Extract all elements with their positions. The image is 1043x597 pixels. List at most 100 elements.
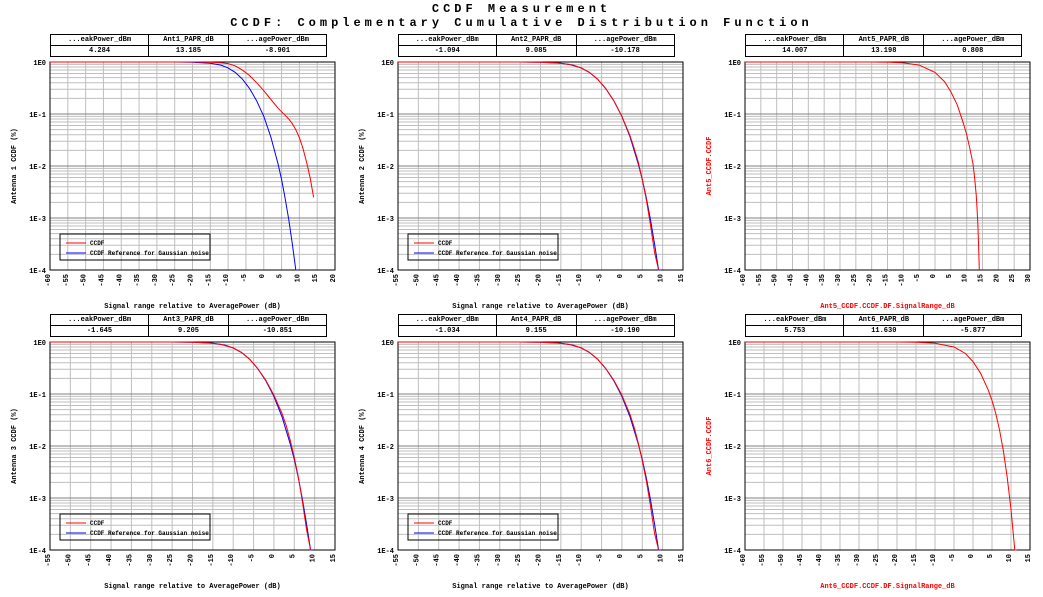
svg-text:0: 0 [617,274,625,278]
svg-text:1E0: 1E0 [381,340,394,348]
svg-text:30: 30 [1025,274,1033,282]
svg-text:0: 0 [617,554,625,558]
svg-text:CCDF: CCDF [438,240,453,247]
svg-text:1E-3: 1E-3 [725,496,742,504]
page-subtitle: CCDF: Complementary Cumulative Distribut… [0,16,1043,32]
svg-text:1E-2: 1E-2 [29,164,46,172]
svg-text:-30: -30 [835,274,843,287]
svg-text:-15: -15 [556,554,564,567]
svg-text:-55: -55 [63,274,71,287]
svg-text:0: 0 [968,554,976,558]
svg-text:1E0: 1E0 [381,60,394,68]
svg-text:1E-1: 1E-1 [29,112,46,120]
svg-text:5: 5 [637,274,645,278]
y-axis-label: Ant5_CCDF.CCDF [706,137,714,196]
svg-text:-45: -45 [86,554,94,567]
svg-text:5: 5 [277,274,285,278]
svg-text:10: 10 [310,554,318,562]
svg-text:-25: -25 [515,274,523,287]
svg-text:-30: -30 [494,554,502,567]
svg-text:-20: -20 [188,274,196,287]
svg-text:-5: -5 [596,274,604,282]
svg-text:1E-4: 1E-4 [377,268,394,276]
svg-text:1E-1: 1E-1 [725,392,742,400]
svg-text:-40: -40 [106,554,114,567]
svg-text:-60: -60 [740,274,748,287]
svg-text:-50: -50 [778,554,786,567]
x-axis-label: Ant6_CCDF.CCDF.DF.SignalRange_dB [821,583,956,591]
svg-text:1E-4: 1E-4 [29,268,46,276]
svg-text:-15: -15 [911,554,919,567]
svg-text:-40: -40 [454,554,462,567]
svg-text:-50: -50 [772,274,780,287]
svg-text:-45: -45 [433,554,441,567]
svg-text:-50: -50 [81,274,89,287]
svg-text:1E-3: 1E-3 [29,496,46,504]
svg-text:1E-2: 1E-2 [725,164,742,172]
svg-text:-30: -30 [147,554,155,567]
chart-cell: ...eakPower_dBmAnt5_PAPR_dB...agePower_d… [695,32,1043,312]
svg-text:-35: -35 [474,274,482,287]
svg-text:-50: -50 [413,554,421,567]
svg-text:-50: -50 [413,274,421,287]
svg-text:CCDF: CCDF [90,240,105,247]
svg-text:-5: -5 [241,274,249,282]
svg-text:-15: -15 [208,554,216,567]
svg-text:15: 15 [678,274,686,282]
svg-text:1E-4: 1E-4 [377,548,394,556]
svg-text:10: 10 [657,554,665,562]
svg-text:-35: -35 [126,554,134,567]
svg-text:15: 15 [312,274,320,282]
svg-text:0: 0 [269,554,277,558]
svg-text:-35: -35 [134,274,142,287]
svg-text:-55: -55 [45,554,53,567]
svg-text:5: 5 [637,554,645,558]
chart-cell: ...eakPower_dBmAnt6_PAPR_dB...agePower_d… [695,312,1043,592]
svg-text:1E-3: 1E-3 [725,216,742,224]
svg-text:-35: -35 [819,274,827,287]
svg-text:-25: -25 [515,554,523,567]
svg-text:-25: -25 [873,554,881,567]
svg-text:-25: -25 [170,274,178,287]
ccdf-chart: 1E01E-11E-21E-31E-4-60-55-50-45-40-35-30… [695,312,1042,592]
y-axis-label: Ant6_CCDF.CCDF [706,417,714,476]
svg-text:10: 10 [1006,554,1014,562]
svg-text:15: 15 [1025,554,1033,562]
chart-cell: ...eakPower_dBmAnt4_PAPR_dB...agePower_d… [348,312,696,592]
svg-text:5: 5 [987,554,995,558]
svg-text:1E0: 1E0 [33,340,46,348]
svg-text:20: 20 [330,274,338,282]
svg-text:-25: -25 [851,274,859,287]
svg-text:-50: -50 [65,554,73,567]
svg-text:-40: -40 [804,274,812,287]
x-axis-label: Ant5_CCDF.CCDF.DF.SignalRange_dB [821,303,956,311]
ccdf-chart: 1E01E-11E-21E-31E-4-55-50-45-40-35-30-25… [0,312,347,592]
svg-text:-40: -40 [454,274,462,287]
svg-text:-55: -55 [393,554,401,567]
svg-text:-45: -45 [797,554,805,567]
svg-text:1E0: 1E0 [729,60,742,68]
svg-text:1E-2: 1E-2 [377,444,394,452]
chart-cell: ...eakPower_dBmAnt1_PAPR_dB...agePower_d… [0,32,348,312]
svg-text:-30: -30 [494,274,502,287]
svg-text:-40: -40 [116,274,124,287]
svg-text:-15: -15 [205,274,213,287]
svg-text:5: 5 [289,554,297,558]
svg-text:10: 10 [294,274,302,282]
svg-text:-55: -55 [756,274,764,287]
svg-text:CCDF: CCDF [90,520,105,527]
svg-text:-20: -20 [892,554,900,567]
chart-cell: ...eakPower_dBmAnt3_PAPR_dB...agePower_d… [0,312,348,592]
svg-text:CCDF Reference for Gaussian no: CCDF Reference for Gaussian noise [438,250,557,257]
y-axis-label: Antenna 3 CCDF (%) [11,408,19,484]
x-axis-label: Signal range relative to AveragePower (d… [104,303,280,311]
svg-text:-25: -25 [167,554,175,567]
svg-text:-20: -20 [535,274,543,287]
svg-text:-40: -40 [816,554,824,567]
ccdf-chart: 1E01E-11E-21E-31E-4-60-55-50-45-40-35-30… [695,32,1042,312]
svg-text:20: 20 [994,274,1002,282]
ccdf-chart: 1E01E-11E-21E-31E-4-60-55-50-45-40-35-30… [0,32,347,312]
svg-text:5: 5 [946,274,954,278]
svg-text:-60: -60 [45,274,53,287]
svg-text:-5: -5 [596,554,604,562]
